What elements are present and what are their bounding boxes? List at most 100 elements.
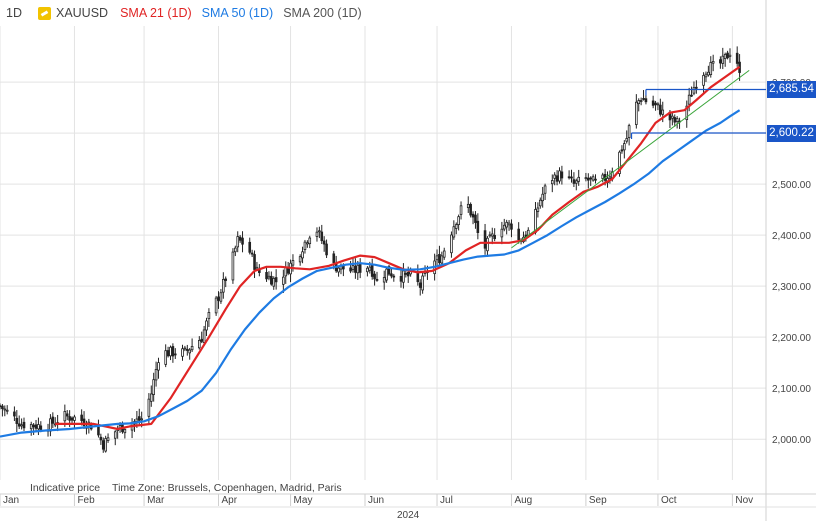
candle-body <box>248 241 252 253</box>
indicator-sma200[interactable]: SMA 200 (1D) <box>283 6 362 20</box>
candle-body <box>238 236 242 241</box>
candle-body <box>320 231 324 242</box>
candle-body <box>711 61 715 64</box>
x-month-label: Jan <box>3 495 19 506</box>
candle-body <box>291 260 295 266</box>
interval-selector[interactable]: 1D <box>6 6 22 20</box>
candle-body <box>22 421 26 429</box>
candle-body <box>219 292 223 302</box>
candle-body <box>13 411 16 417</box>
candle-body <box>466 203 470 209</box>
candle-body <box>690 94 693 97</box>
candle-body <box>421 275 424 291</box>
y-tick-label: 2,000.00 <box>772 435 811 446</box>
candle-body <box>5 409 9 412</box>
candle-body <box>373 273 376 280</box>
candle-body <box>1 405 4 410</box>
candle-body <box>656 103 660 106</box>
candle-body <box>157 362 160 371</box>
candle-body <box>438 254 441 264</box>
indicative-price-note: Indicative price <box>30 482 101 494</box>
candle-body <box>29 423 33 430</box>
candle-body <box>450 234 453 254</box>
candle-body <box>123 429 127 434</box>
candle-body <box>73 416 76 421</box>
candle-body <box>39 425 43 431</box>
candle-body <box>591 176 595 181</box>
candle-body <box>183 347 187 350</box>
candle-body <box>623 143 626 151</box>
candle-body <box>222 279 225 293</box>
y-tick-label: 2,100.00 <box>772 384 811 395</box>
candle-body <box>181 348 184 357</box>
candle-body <box>601 174 605 179</box>
candle-body <box>476 220 480 233</box>
candle-body <box>654 102 657 106</box>
candle-body <box>104 438 107 452</box>
candle-body <box>234 247 237 253</box>
candle-body <box>589 177 593 180</box>
series-line-sma50 <box>0 109 741 438</box>
candle-body <box>692 87 696 94</box>
candle-body <box>550 180 554 185</box>
candle-body <box>366 267 369 273</box>
candle-body <box>442 250 446 258</box>
candle-body <box>404 272 408 275</box>
x-month-label: Aug <box>514 495 532 506</box>
candle-body <box>577 176 581 182</box>
y-tick-label: 2,300.00 <box>772 282 811 293</box>
candle-body <box>171 346 175 357</box>
candle-body <box>709 62 713 75</box>
candle-body <box>99 436 103 441</box>
candle-body <box>500 228 504 238</box>
indicator-sma21[interactable]: SMA 21 (1D) <box>120 6 192 20</box>
year-label: 2024 <box>397 510 420 521</box>
candle-body <box>82 418 86 426</box>
candle-body <box>608 176 612 179</box>
x-month-label: Sep <box>589 495 607 506</box>
indicator-sma50[interactable]: SMA 50 (1D) <box>201 6 274 20</box>
candle-body <box>440 255 444 264</box>
candle-body <box>37 424 40 430</box>
candle-body <box>671 115 674 119</box>
candle-body <box>65 413 69 417</box>
candle-body <box>635 101 638 125</box>
price-tag-lower: 2,600.22 <box>767 124 816 142</box>
candle-body <box>553 174 556 179</box>
candle-body <box>308 237 312 245</box>
candle-body <box>558 170 561 182</box>
candle-body <box>510 223 513 230</box>
candle-body <box>190 346 194 351</box>
x-month-label: Apr <box>222 495 238 506</box>
candle-body <box>282 276 285 285</box>
candle-body <box>723 53 727 59</box>
candle-body <box>572 179 576 184</box>
candle-body <box>406 271 410 277</box>
candle-body <box>200 338 204 342</box>
candle-body <box>685 105 689 120</box>
candle-body <box>253 254 256 270</box>
candle-body <box>507 222 511 226</box>
candle-body <box>315 231 319 237</box>
price-tag-upper: 2,685.54 <box>767 80 816 98</box>
candle-body <box>250 252 254 255</box>
candle-body <box>555 175 559 182</box>
candle-body <box>435 255 439 261</box>
candle-body <box>140 418 143 421</box>
candle-body <box>452 226 456 238</box>
candle-body <box>337 267 340 273</box>
candle-body <box>505 221 508 228</box>
candle-body <box>241 237 244 245</box>
symbol-selector[interactable]: XAUUSD <box>37 6 108 20</box>
x-month-label: May <box>294 495 313 506</box>
candle-body <box>188 349 191 354</box>
candle-body <box>721 55 725 64</box>
candle-body <box>490 233 494 237</box>
candle-body <box>707 71 710 76</box>
candle-body <box>493 235 496 240</box>
candle-body <box>387 266 391 275</box>
candle-body <box>651 100 655 106</box>
trendline <box>511 69 750 249</box>
candle-body <box>70 417 74 421</box>
